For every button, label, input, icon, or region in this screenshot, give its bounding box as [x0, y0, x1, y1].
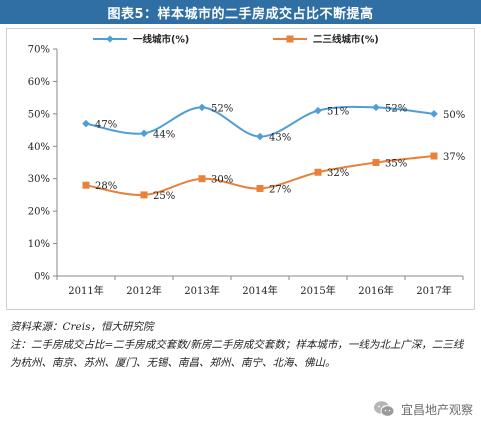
y-tick-label: 30% [28, 174, 50, 185]
series-2-point [430, 152, 438, 160]
series-2-data-label: 28% [95, 181, 117, 192]
series-line-1 [85, 105, 435, 138]
series-2-point [82, 181, 90, 189]
chart-frame: 0% 10% 20% 30% 40% 50% 60% 70% 2011年 2012年 2013年 20… [6, 28, 475, 310]
series-2-data-label: 35% [385, 159, 407, 170]
series-2-data-label: 32% [327, 168, 349, 179]
y-tick-label: 70% [28, 45, 50, 56]
x-tick-label: 2015年 [300, 284, 335, 297]
x-tick-label: 2012年 [126, 284, 161, 297]
series-1-point [140, 129, 148, 138]
series-1-data-label: 50% [443, 110, 465, 121]
wechat-icon [373, 401, 395, 417]
series-1-point [372, 103, 380, 112]
series-2-point [372, 159, 380, 166]
y-tick-label: 0% [34, 272, 50, 283]
series-1-data-label: 51% [327, 107, 349, 118]
series-2-point [314, 168, 322, 176]
watermark-text: 宜昌地产观察 [400, 402, 473, 417]
series-2-data-label: 37% [443, 152, 465, 163]
series-1-point [256, 132, 264, 141]
series-1-point [430, 110, 438, 118]
x-tick-label: 2017年 [416, 284, 451, 297]
legend-label-2: 二三线城市(%) [313, 34, 379, 46]
legend-marker-1 [106, 35, 114, 43]
y-tick-label: 50% [28, 109, 50, 120]
chart-title-bar: 图表5：样本城市的二手房成交占比不断提高 [0, 0, 481, 24]
legend-label-1: 一线城市(%) [133, 34, 189, 46]
x-tick-label: 2013年 [184, 284, 219, 297]
series-2-point [256, 184, 264, 192]
source-note: 资料来源：Creis，恒大研究院 [10, 321, 154, 333]
series-1-point [82, 119, 90, 128]
series-1-point [198, 103, 206, 112]
series-1-point [314, 106, 322, 115]
series-1-data-label: 47% [95, 120, 117, 131]
series-2-data-label: 27% [269, 184, 291, 195]
y-tick-label: 40% [28, 142, 50, 153]
chart-title: 图表5：样本城市的二手房成交占比不断提高 [107, 6, 374, 22]
y-tick-label: 10% [28, 239, 50, 250]
x-tick-label: 2016年 [358, 284, 393, 297]
y-tick-label: 60% [28, 77, 50, 88]
series-1-data-label: 44% [153, 129, 175, 140]
series-2-data-label: 30% [211, 175, 233, 186]
series-1-data-label: 52% [385, 103, 407, 114]
line-chart: 0% 10% 20% 30% 40% 50% 60% 70% 2011年 2012年 2013年 20… [28, 34, 465, 298]
definition-note: 注：二手房成交占比=二手房成交套数/新房二手房成交套数；样本城市，一线为北上广深… [10, 339, 464, 369]
x-tick-label: 2011年 [68, 284, 103, 297]
x-tick-label: 2014年 [242, 284, 277, 297]
series-1-data-label: 52% [211, 103, 233, 114]
series-2-data-label: 25% [153, 191, 175, 202]
chart-notes: 资料来源：Creis，恒大研究院 注：二手房成交占比=二手房成交套数/新房二手房… [10, 318, 472, 372]
y-tick-label: 20% [28, 207, 50, 218]
watermark: 宜昌地产观察 [373, 398, 473, 420]
series-2-point [198, 175, 206, 183]
series-2-point [140, 191, 148, 199]
legend-marker-2 [286, 35, 294, 43]
series-1-data-label: 43% [269, 133, 291, 144]
